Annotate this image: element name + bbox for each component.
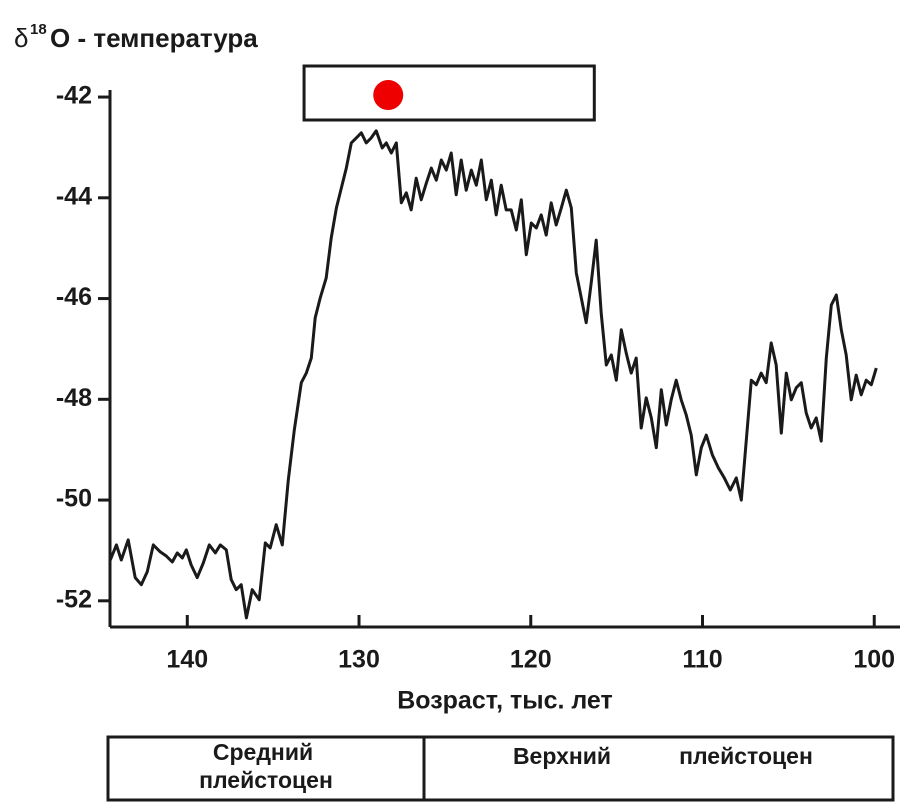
x-tick-label: 130 [338,646,380,674]
y-tick-label: -50 [56,485,92,513]
x-tick-label: 110 [682,646,722,674]
chart-title: O - температура [50,23,258,53]
y-tick-label: -42 [56,82,92,110]
y-tick-label: -48 [56,384,92,412]
period-label: плейстоцен [679,743,813,769]
y-tick-label: -44 [56,182,92,210]
x-tick-label: 140 [166,646,208,674]
x-axis-label: Возраст, тыс. лет [397,687,613,715]
period-label: Верхний [513,743,611,769]
x-tick-label: 100 [853,646,895,674]
period-label: плейстоцен [199,767,333,793]
x-tick-label: 120 [510,646,552,674]
y-tick-label: -46 [56,283,92,311]
data-line [108,129,878,620]
y-tick-label: -52 [56,585,92,613]
highlight-box [302,64,596,122]
period-label: Средний [213,739,313,765]
period-table [106,735,895,802]
title-superscript: 18 [30,21,47,38]
marker [373,80,404,111]
title-symbol: δ [14,23,28,53]
